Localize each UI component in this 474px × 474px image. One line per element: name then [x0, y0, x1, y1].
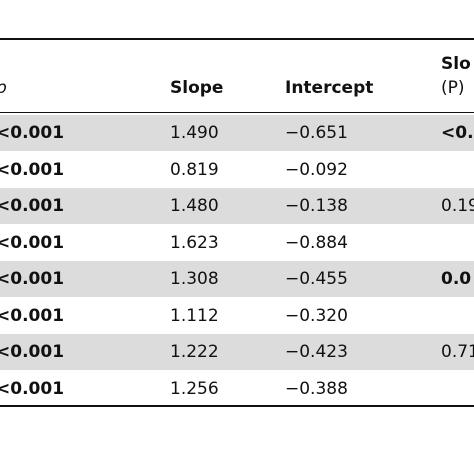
table-row: <0.001 1.490 −0.651 <0.	[0, 115, 474, 151]
intercept-cell: −0.884	[285, 232, 348, 253]
slope-cell: 1.308	[170, 269, 219, 289]
slope-cell: 1.623	[170, 232, 219, 253]
table-row: <0.001 1.623 −0.884	[0, 225, 474, 261]
table-row: <0.001 1.256 −0.388	[0, 371, 474, 407]
intercept-cell: −0.388	[285, 378, 348, 399]
slope-cell: 1.480	[170, 196, 219, 216]
table-bottom-rule	[0, 405, 474, 407]
slope-cell: 1.222	[170, 342, 219, 362]
table-header-rule	[0, 112, 474, 113]
intercept-cell: −0.423	[285, 342, 348, 362]
p-value-cell: <0.001	[0, 159, 65, 180]
intercept-cell: −0.651	[285, 123, 348, 143]
p-value-cell: <0.001	[0, 196, 65, 216]
p-value-cell: <0.001	[0, 123, 65, 143]
header-slope: Slope	[170, 78, 224, 98]
intercept-cell: −0.455	[285, 269, 348, 289]
table-row: <0.001 0.819 −0.092	[0, 152, 474, 188]
slope-cell: 0.819	[170, 159, 219, 180]
header-slope-p-line2: (P)	[441, 78, 465, 98]
slope-p-cell: 0.19	[441, 196, 474, 216]
table-row: <0.001 1.480 −0.138 0.19	[0, 188, 474, 224]
slope-cell: 1.256	[170, 378, 219, 399]
slope-cell: 1.112	[170, 305, 219, 326]
intercept-cell: −0.092	[285, 159, 348, 180]
slope-cell: 1.490	[170, 123, 219, 143]
header-slope-p-line1: Slo	[441, 54, 471, 74]
p-value-cell: <0.001	[0, 269, 65, 289]
header-p: p	[0, 78, 7, 98]
p-value-cell: <0.001	[0, 378, 65, 399]
table-row: <0.001 1.112 −0.320	[0, 298, 474, 334]
intercept-cell: −0.320	[285, 305, 348, 326]
slope-p-cell: 0.0	[441, 269, 472, 289]
header-intercept: Intercept	[285, 78, 374, 98]
slope-p-cell: <0.	[441, 123, 474, 143]
p-value-cell: <0.001	[0, 342, 65, 362]
slope-p-cell: 0.71	[441, 342, 474, 362]
p-value-cell: <0.001	[0, 232, 65, 253]
table-top-rule	[0, 38, 474, 40]
table-row: <0.001 1.222 −0.423 0.71	[0, 334, 474, 370]
intercept-cell: −0.138	[285, 196, 348, 216]
table-row: <0.001 1.308 −0.455 0.0	[0, 261, 474, 297]
p-value-cell: <0.001	[0, 305, 65, 326]
